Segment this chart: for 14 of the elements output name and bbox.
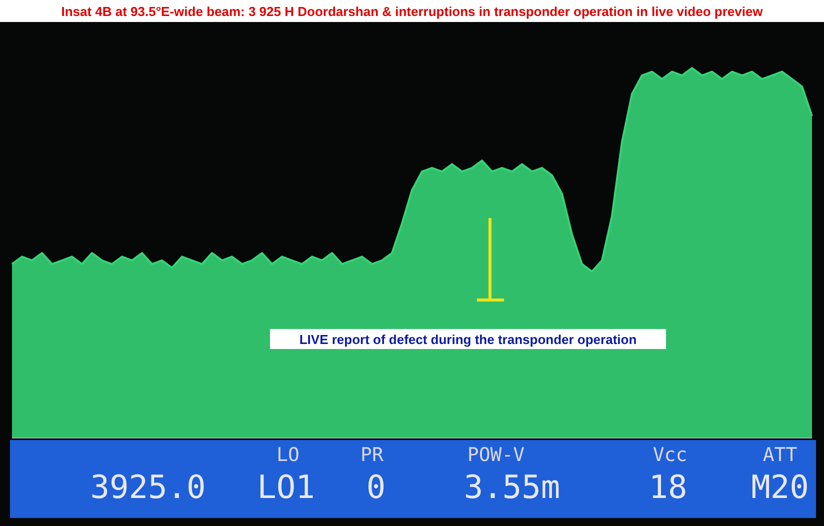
text: 3925.0 bbox=[90, 468, 206, 506]
text: Vcc bbox=[652, 444, 688, 466]
text: 0 bbox=[366, 468, 386, 506]
text: LO1 bbox=[257, 468, 315, 506]
annotation: LIVE report of defect during the transponder operation bbox=[299, 332, 637, 347]
text: 18 bbox=[648, 468, 688, 506]
text: POW-V bbox=[467, 444, 525, 466]
note-box: LIVE report of defect during the transponder operation bbox=[270, 329, 666, 349]
text: 3.55m bbox=[464, 468, 560, 506]
text: PR bbox=[360, 444, 384, 466]
chart-title: Insat 4B at 93.5°E-wide beam: 3 925 H Doordarshan & interruptions in transponder operation in live video preview bbox=[61, 4, 764, 19]
text: LO bbox=[276, 444, 300, 466]
text: M20 bbox=[751, 468, 809, 506]
text: ATT bbox=[762, 444, 798, 466]
